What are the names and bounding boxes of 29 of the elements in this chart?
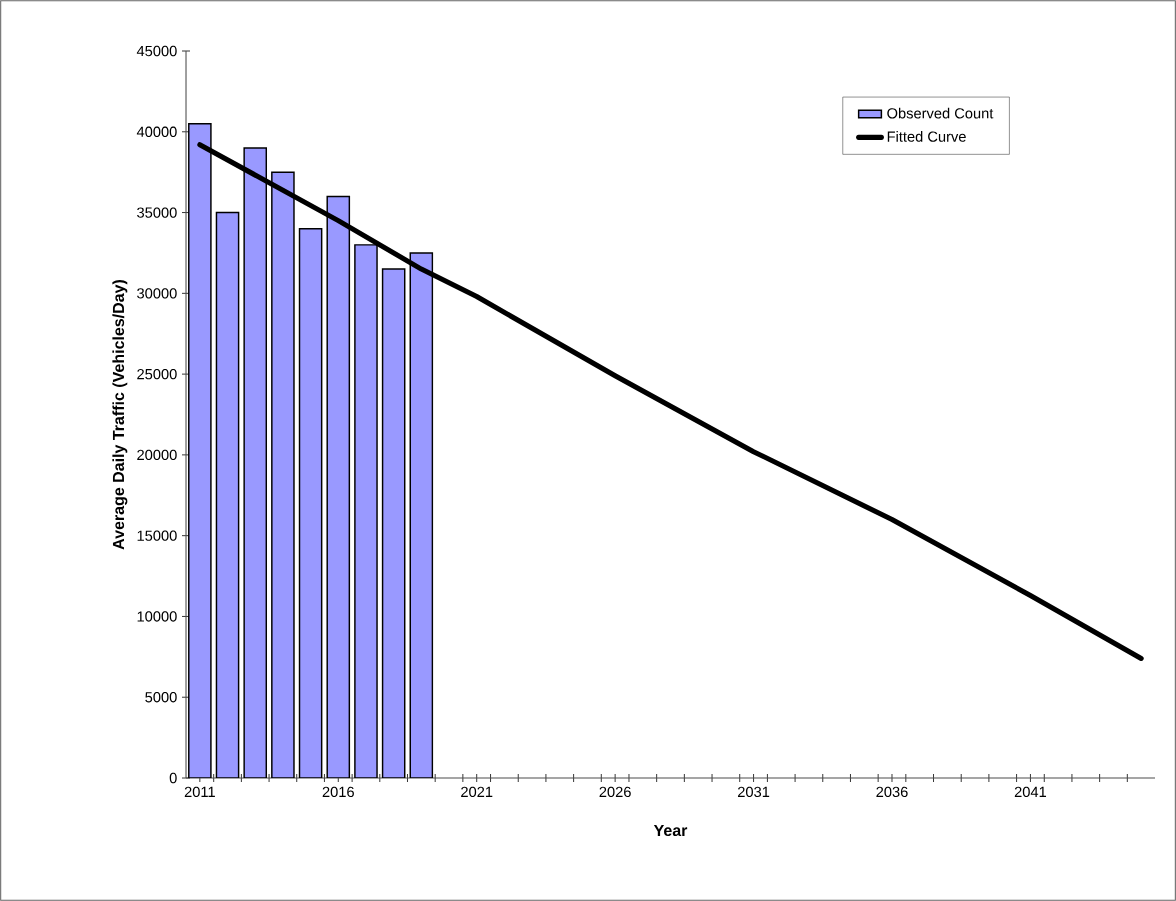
- legend-label: Fitted Curve: [887, 131, 966, 142]
- bar: [381, 268, 406, 778]
- y-tick-label: 30000: [137, 288, 177, 299]
- y-tick-label: 20000: [137, 449, 177, 461]
- y-tick-label: 35000: [137, 207, 177, 218]
- bar: [243, 147, 268, 778]
- x-tick-label: 2016: [322, 786, 354, 798]
- x-tick-label: 2041: [1014, 786, 1047, 798]
- bar: [215, 211, 240, 778]
- y-tick-label: 15000: [137, 530, 177, 541]
- y-tick-label: 45000: [136, 45, 177, 57]
- x-axis-title: Year: [653, 824, 688, 837]
- legend-label: Observed Count: [887, 107, 994, 119]
- bar: [409, 252, 434, 778]
- x-tick-label: 2036: [876, 786, 908, 798]
- x-tick-label: 2026: [599, 786, 631, 798]
- y-tick-label: 0: [169, 772, 177, 784]
- x-tick-label: 2021: [461, 786, 493, 798]
- bar: [188, 122, 212, 778]
- bar: [354, 244, 378, 778]
- y-tick-label: 25000: [137, 368, 177, 380]
- x-tick-label: 2011: [184, 786, 215, 798]
- y-tick-label: 40000: [136, 126, 177, 137]
- bar: [298, 227, 323, 778]
- y-tick-label: 5000: [145, 692, 177, 703]
- y-axis-title: Average Daily Traffic (Vehicles/Day): [112, 279, 128, 550]
- bar: [326, 195, 351, 778]
- y-tick-label: 10000: [137, 611, 177, 622]
- x-tick-label: 2031: [737, 786, 770, 798]
